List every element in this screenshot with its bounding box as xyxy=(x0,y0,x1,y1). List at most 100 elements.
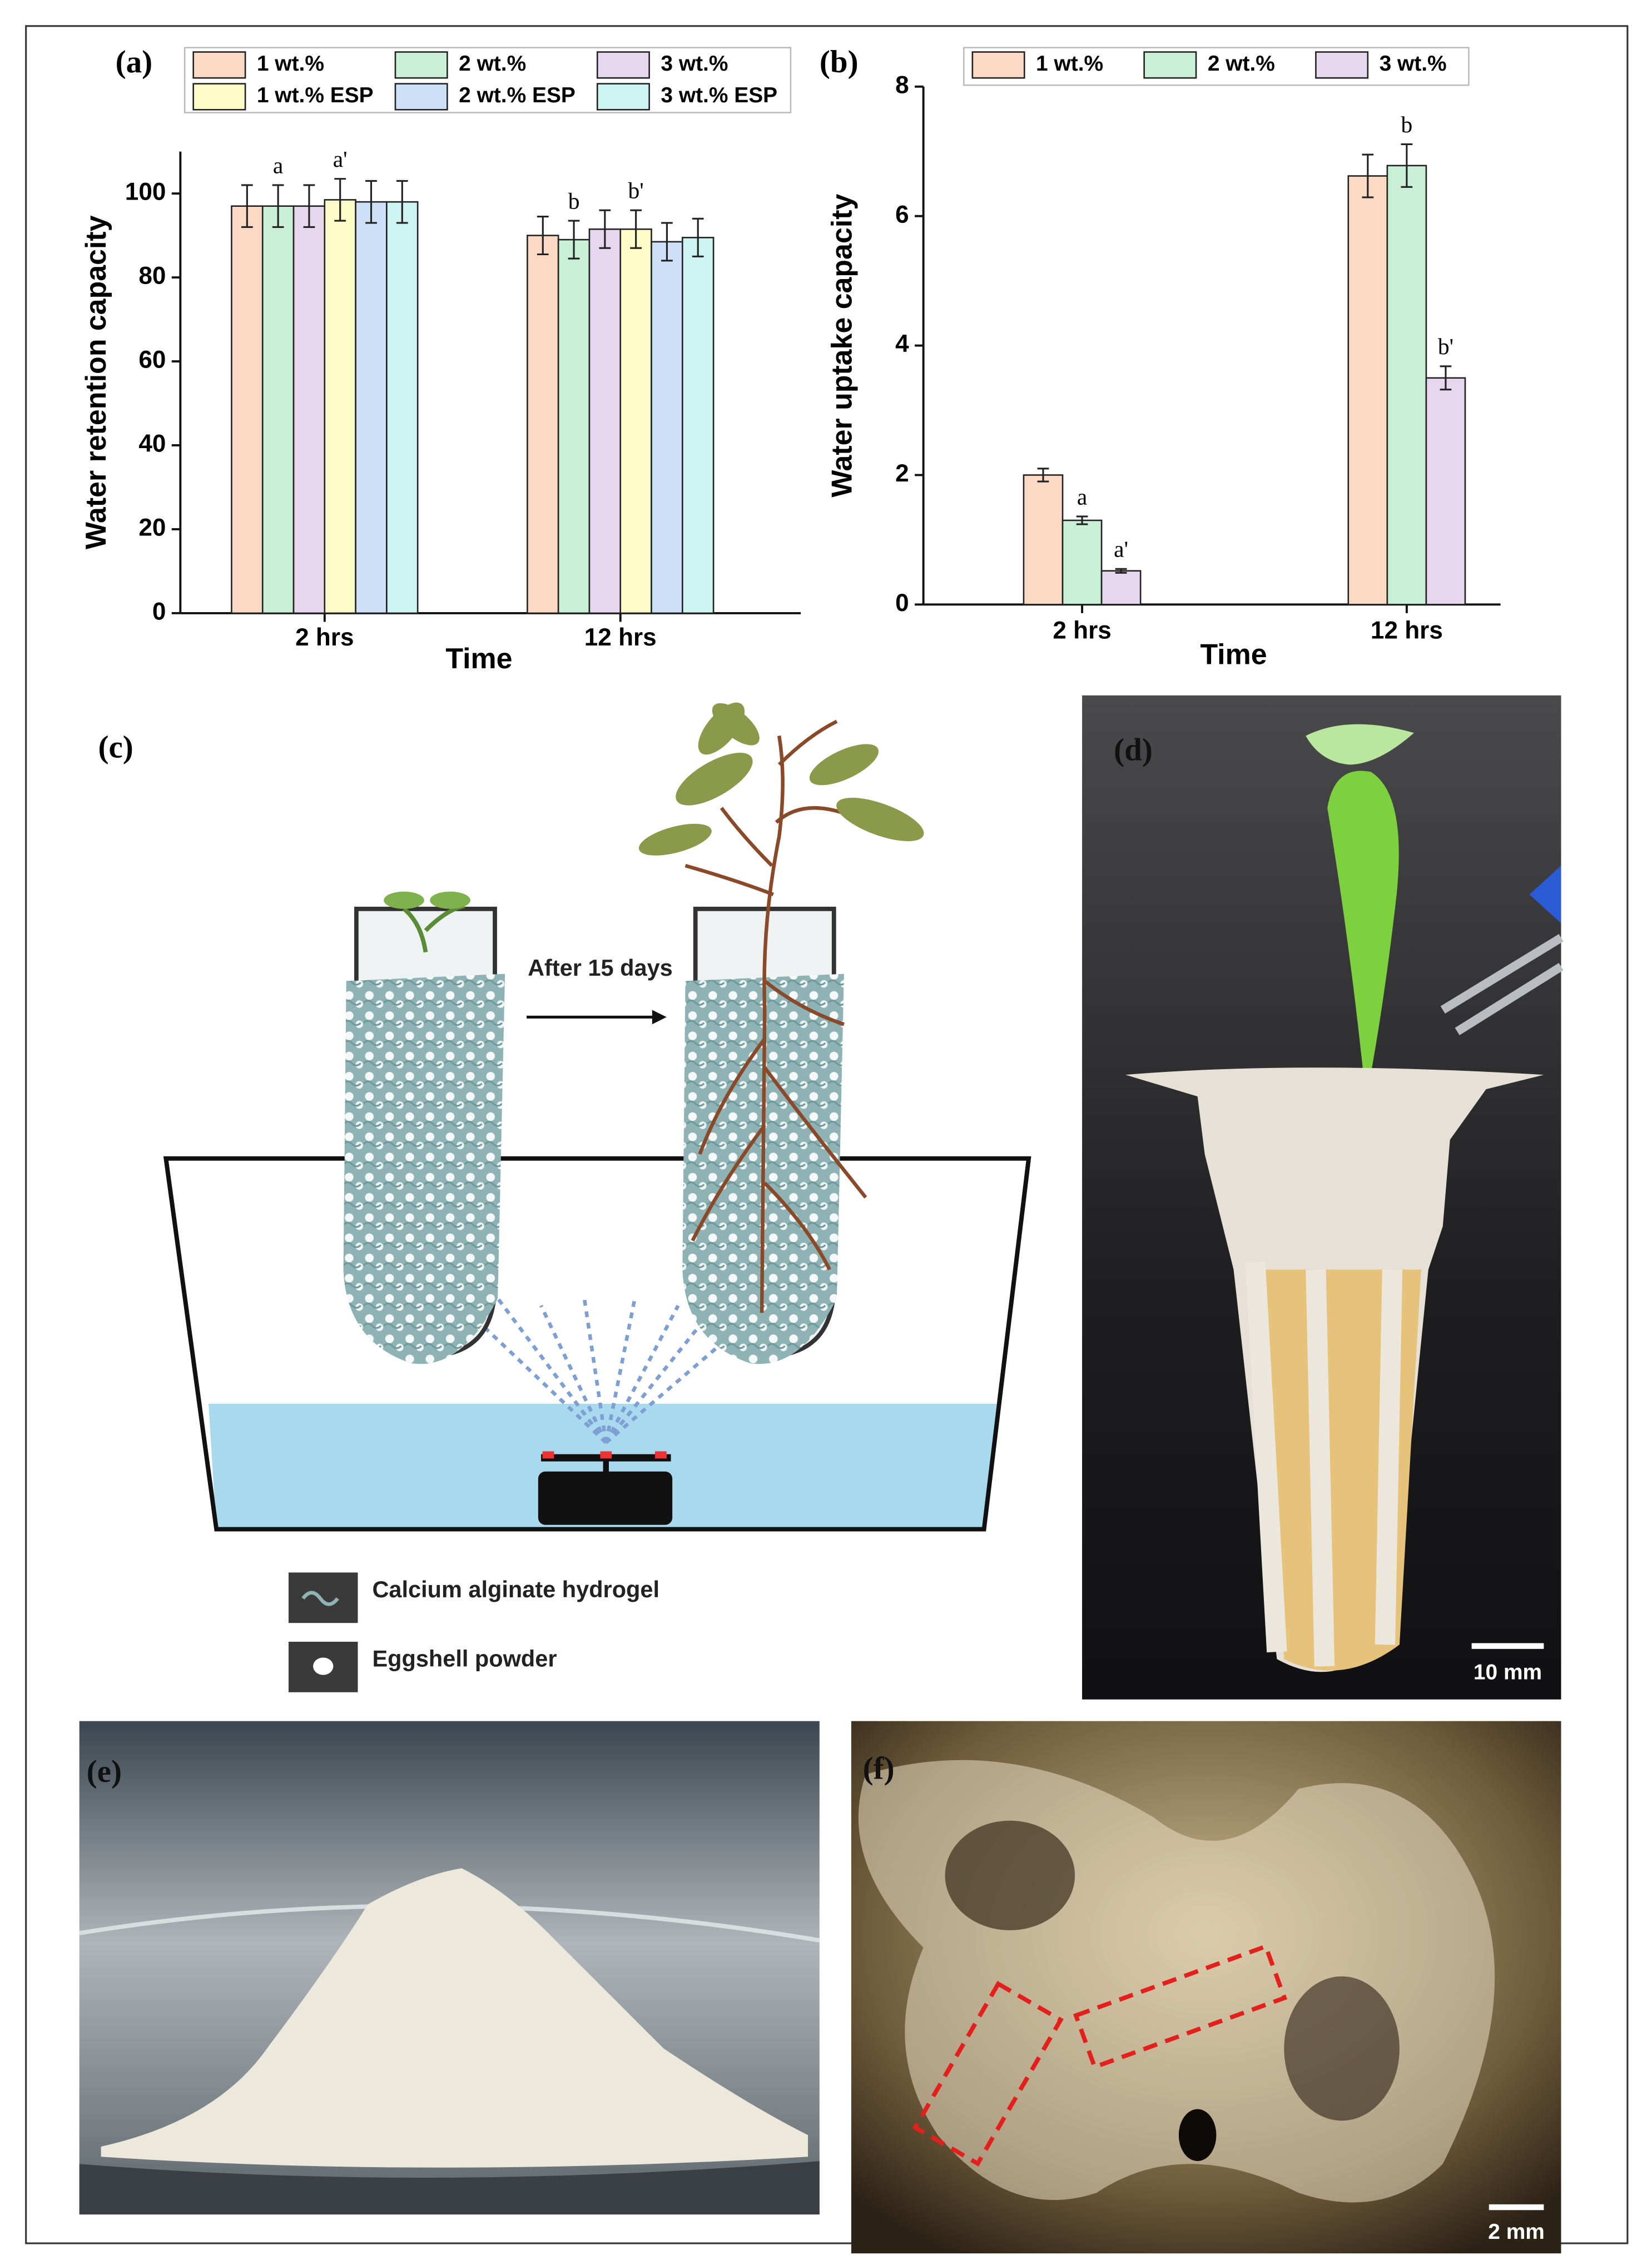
bar xyxy=(292,205,326,614)
error-bar xyxy=(661,222,673,262)
legend-label: 2 wt.% xyxy=(459,52,526,76)
legend-label: 3 wt.% xyxy=(661,52,728,76)
bar xyxy=(1023,474,1064,605)
panel-label: (e) xyxy=(87,1754,122,1789)
bar xyxy=(651,241,683,614)
annotation: b' xyxy=(1438,334,1453,359)
x-tick-label: 2 hrs xyxy=(1053,617,1111,644)
y-tick-label: 0 xyxy=(895,589,909,617)
bar xyxy=(557,239,591,614)
error-bar xyxy=(692,217,704,257)
legend-swatch xyxy=(1143,51,1197,79)
bar xyxy=(682,237,715,614)
legend-box xyxy=(963,47,1470,86)
legend-box xyxy=(183,47,792,113)
error-bar xyxy=(1440,365,1452,391)
legend-swatch xyxy=(971,51,1025,79)
error-bar xyxy=(1076,515,1088,525)
bar xyxy=(1061,519,1103,605)
error-bar xyxy=(1362,153,1374,198)
bar xyxy=(386,201,419,614)
x-tick-label: 12 hrs xyxy=(584,624,657,651)
y-tick-label: 4 xyxy=(895,330,909,357)
error-bar xyxy=(1115,568,1127,574)
error-bar xyxy=(396,180,408,224)
y-tick-label: 2 xyxy=(895,460,909,487)
bar xyxy=(231,205,264,614)
legend-text: Eggshell powder xyxy=(372,1646,557,1672)
legend-swatch xyxy=(1315,51,1369,79)
bar xyxy=(619,228,652,614)
legend-swatch xyxy=(192,51,246,79)
y-tick-label: 40 xyxy=(138,430,166,458)
x-axis-label: Time xyxy=(445,642,512,674)
arrow-label: After 15 days xyxy=(528,955,673,981)
annotation: b' xyxy=(628,178,644,203)
bar xyxy=(527,235,559,614)
diagram: After 15 days Calcium alginate hydrogel … xyxy=(163,702,1031,1692)
annotation: a xyxy=(273,152,283,178)
error-bar xyxy=(334,178,346,222)
y-axis-label: Water retention capacity xyxy=(80,215,112,549)
error-bar xyxy=(241,184,253,228)
annotation: a xyxy=(1077,484,1087,509)
legend-label: 1 wt.% xyxy=(257,52,324,76)
photo: (e) xyxy=(79,1721,820,2215)
legend-label: 3 wt.% xyxy=(1380,52,1447,76)
x-tick-label: 12 hrs xyxy=(1371,617,1443,644)
error-bar xyxy=(365,180,377,224)
bar xyxy=(261,205,295,614)
bar xyxy=(355,201,388,614)
error-bar xyxy=(1401,143,1413,188)
photo: (f) 2 mm xyxy=(851,1721,1561,2254)
panel-label: (b) xyxy=(820,44,859,80)
legend-swatch xyxy=(596,83,650,111)
legend-label: 2 wt.% xyxy=(1208,52,1275,76)
y-tick-label: 60 xyxy=(138,346,166,374)
scale-bar-label: 10 mm xyxy=(1474,1660,1542,1684)
legend-label: 3 wt.% ESP xyxy=(661,83,777,107)
error-bar xyxy=(272,184,284,228)
error-bar xyxy=(537,216,549,256)
annotation: a' xyxy=(1114,537,1128,562)
legend-swatch xyxy=(394,83,448,111)
panel-label: (a) xyxy=(116,44,153,80)
annotation: b xyxy=(568,188,580,214)
bar xyxy=(324,199,356,614)
bar xyxy=(1425,377,1466,605)
y-tick-label: 100 xyxy=(125,178,166,206)
y-tick-label: 80 xyxy=(138,262,166,290)
error-bar xyxy=(599,209,611,249)
annotation: b xyxy=(1401,112,1413,137)
error-bar xyxy=(1037,468,1049,483)
error-bar xyxy=(568,220,580,260)
x-tick-label: 2 hrs xyxy=(295,624,354,651)
legend-label: 1 wt.% ESP xyxy=(257,83,374,107)
x-axis-label: Time xyxy=(1200,638,1267,670)
annotation: a' xyxy=(333,146,348,172)
bar xyxy=(1100,570,1142,605)
legend-swatch xyxy=(394,51,448,79)
scale-bar-label: 2 mm xyxy=(1488,2220,1545,2244)
legend-label: 1 wt.% xyxy=(1036,52,1103,76)
y-tick-label: 20 xyxy=(138,514,166,542)
legend-label: 2 wt.% ESP xyxy=(459,83,576,107)
y-tick-label: 0 xyxy=(152,598,166,625)
panel-label: (c) xyxy=(98,729,133,764)
y-axis-label: Water uptake capacity xyxy=(826,193,858,497)
panel-label: (d) xyxy=(1114,733,1153,768)
legend-text: Calcium alginate hydrogel xyxy=(372,1576,659,1602)
y-tick-label: 6 xyxy=(895,201,909,228)
bar xyxy=(1386,165,1427,605)
legend-swatch xyxy=(192,83,246,111)
panel-label: (f) xyxy=(863,1751,895,1786)
error-bar xyxy=(303,184,315,228)
photo: (d) 10 mm xyxy=(1082,695,1564,1700)
bar xyxy=(588,228,622,614)
legend-swatch xyxy=(596,51,650,79)
y-tick-label: 8 xyxy=(895,71,909,98)
error-bar xyxy=(630,209,642,249)
bar xyxy=(1347,175,1388,605)
